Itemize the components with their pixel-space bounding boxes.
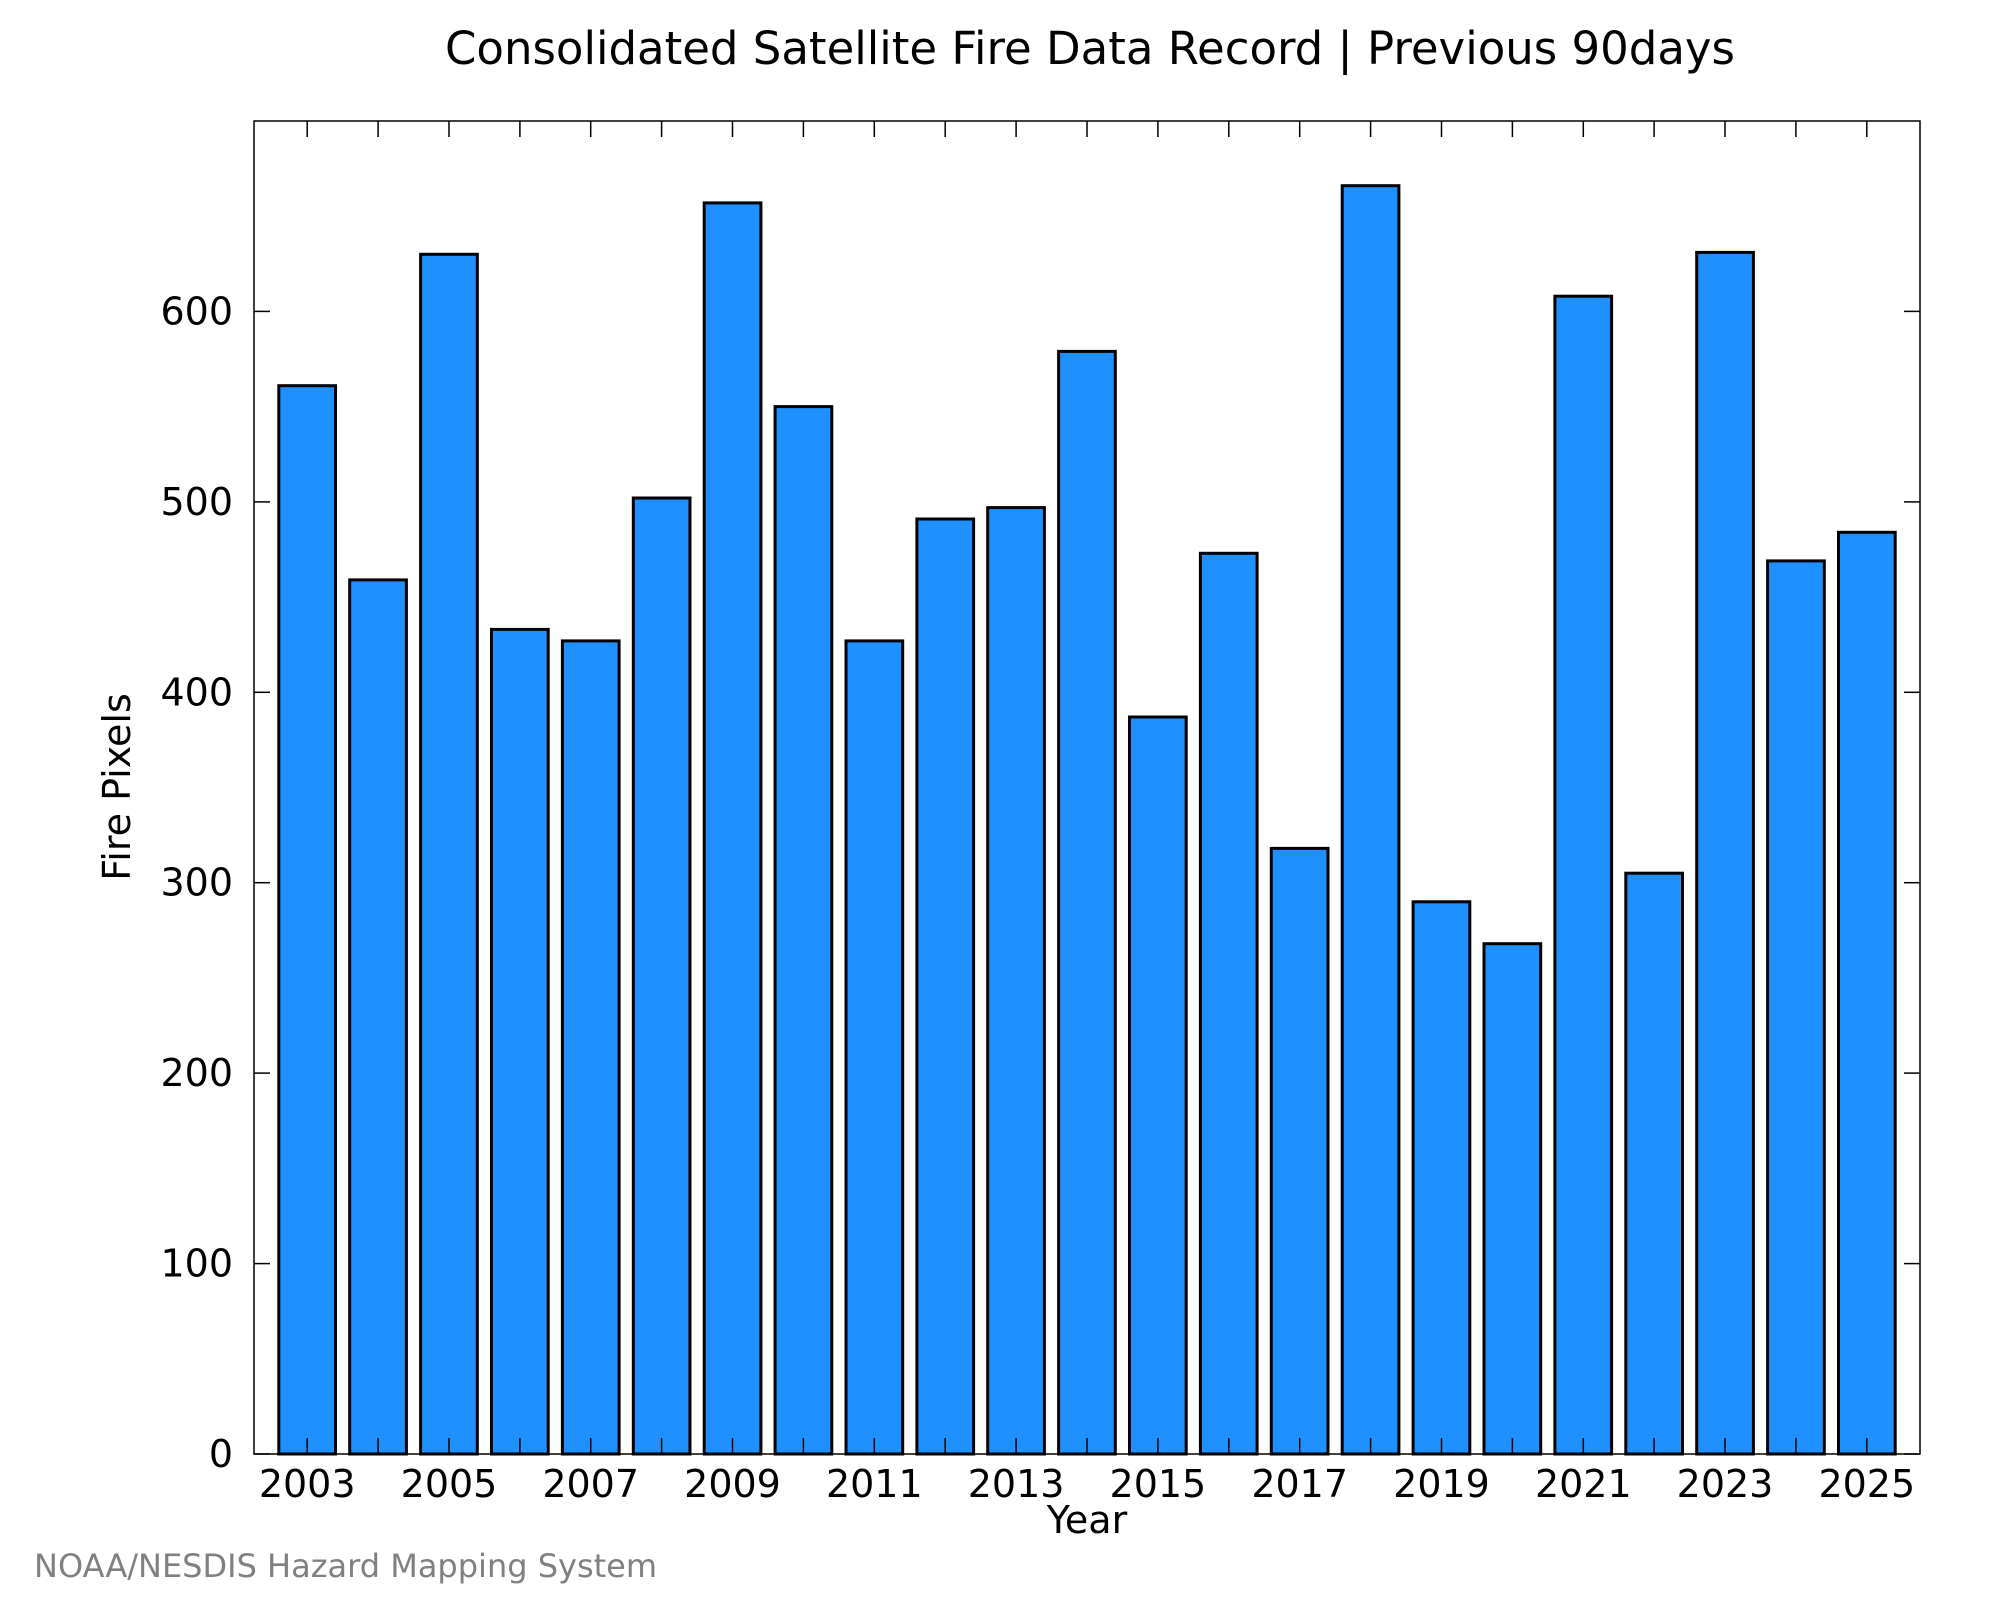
x-tick-label-2025: 2025 bbox=[1818, 1462, 1915, 1506]
bar-2010 bbox=[773, 405, 834, 1456]
x-tick-label-2003: 2003 bbox=[259, 1462, 356, 1506]
bar-2024 bbox=[1766, 559, 1826, 1456]
bar-2009 bbox=[702, 201, 763, 1456]
bar-2005 bbox=[419, 252, 479, 1456]
bar-2015 bbox=[1128, 715, 1188, 1456]
y-tick-label-500: 500 bbox=[160, 480, 233, 524]
x-tick-label-2007: 2007 bbox=[542, 1462, 639, 1506]
ticks-group: 2003 2005 2007 2009 2011 2013 2015 2017 2019 2021… bbox=[160, 121, 1920, 1506]
bar-2017 bbox=[1269, 846, 1330, 1456]
bar-2014 bbox=[1057, 349, 1117, 1456]
bar-2025 bbox=[1837, 530, 1897, 1456]
bar-2020 bbox=[1482, 942, 1543, 1456]
bar-2007 bbox=[560, 639, 621, 1456]
x-tick-label-2009: 2009 bbox=[684, 1462, 781, 1506]
y-tick-label-200: 200 bbox=[160, 1051, 233, 1095]
y-tick-label-300: 300 bbox=[160, 861, 233, 905]
y-tick-label-0: 0 bbox=[209, 1432, 233, 1476]
bar-2012 bbox=[915, 517, 976, 1456]
bar-2011 bbox=[844, 639, 905, 1456]
y-tick-label-600: 600 bbox=[160, 289, 233, 333]
x-tick-label-2005: 2005 bbox=[401, 1462, 498, 1506]
chart-title: Consolidated Satellite Fire Data Record … bbox=[445, 22, 1735, 75]
bar-2022 bbox=[1624, 871, 1685, 1456]
bar-2006 bbox=[490, 627, 550, 1456]
y-tick-label-400: 400 bbox=[160, 670, 233, 714]
bar-2019 bbox=[1411, 900, 1472, 1456]
bar-2013 bbox=[986, 506, 1046, 1456]
bar-2023 bbox=[1695, 250, 1755, 1456]
credit-text: NOAA/NESDIS Hazard Mapping System bbox=[34, 1547, 657, 1585]
y-axis-label: Fire Pixels bbox=[95, 693, 139, 881]
bar-2018 bbox=[1340, 184, 1401, 1456]
x-tick-label-2023: 2023 bbox=[1677, 1462, 1774, 1506]
bar-2008 bbox=[631, 496, 692, 1456]
x-tick-label-2015: 2015 bbox=[1110, 1462, 1207, 1506]
x-tick-label-2013: 2013 bbox=[968, 1462, 1065, 1506]
bar-2021 bbox=[1553, 294, 1614, 1456]
x-axis-label: Year bbox=[1046, 1498, 1128, 1542]
x-tick-label-2021: 2021 bbox=[1535, 1462, 1632, 1506]
bar-2003 bbox=[277, 384, 337, 1456]
bars-group bbox=[277, 184, 1897, 1456]
x-tick-label-2011: 2011 bbox=[826, 1462, 923, 1506]
x-tick-label-2019: 2019 bbox=[1393, 1462, 1490, 1506]
y-tick-label-100: 100 bbox=[160, 1242, 233, 1286]
x-tick-label-2017: 2017 bbox=[1251, 1462, 1348, 1506]
bar-2004 bbox=[348, 578, 408, 1456]
bar-2016 bbox=[1198, 551, 1259, 1456]
